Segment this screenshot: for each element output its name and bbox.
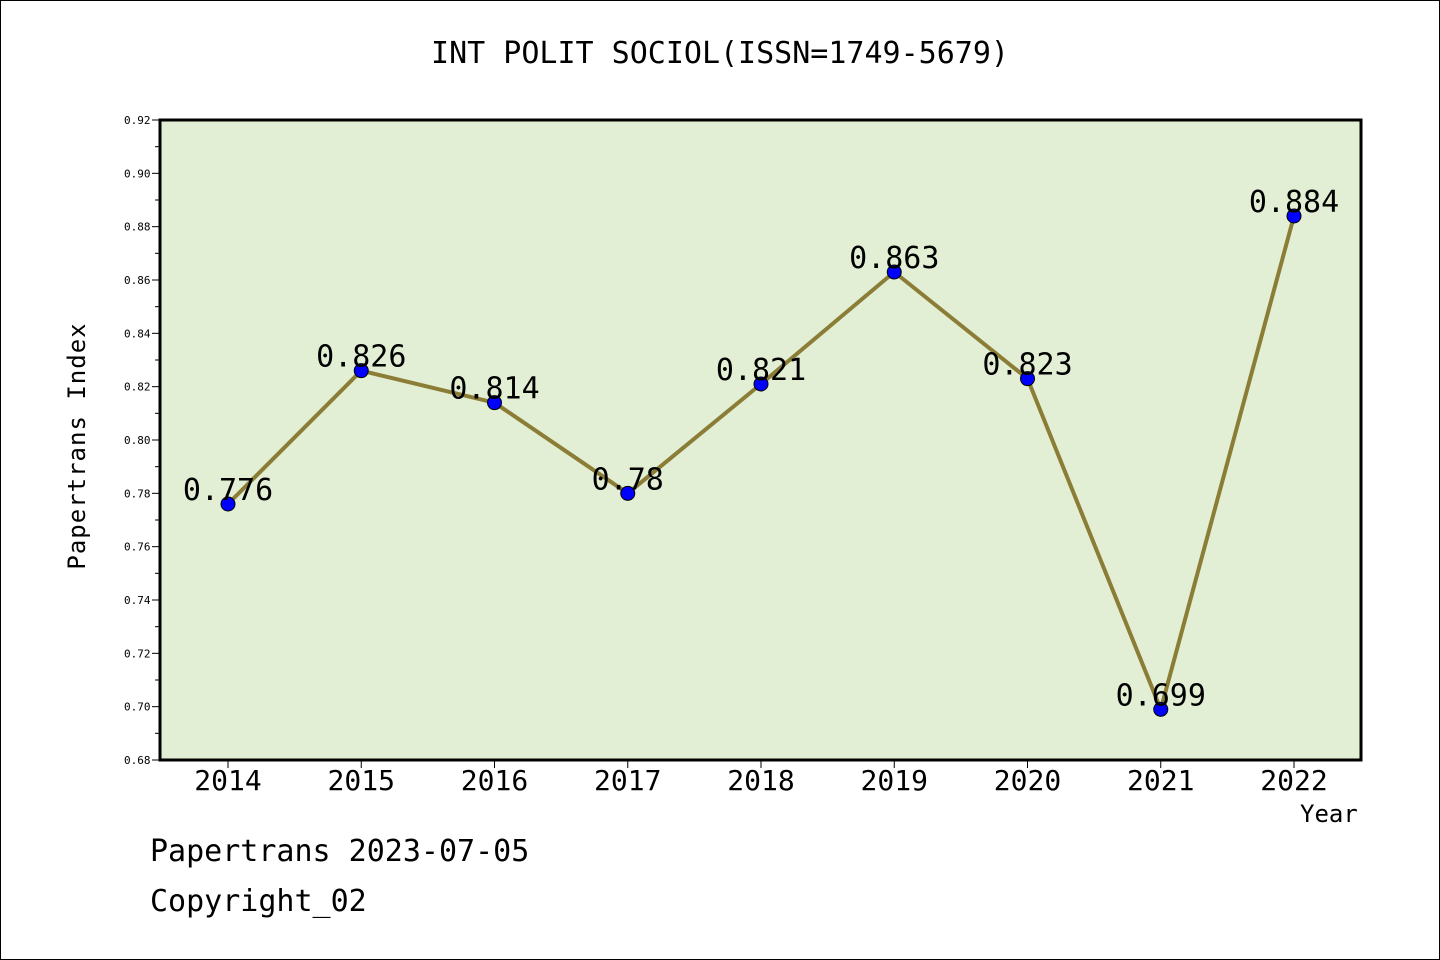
- data-label: 0.814: [449, 372, 539, 407]
- chart-title: INT POLIT SOCIOL(ISSN=1749-5679): [431, 36, 1009, 71]
- y-tick-label: 0.88: [124, 221, 151, 234]
- y-tick-label: 0.82: [124, 381, 151, 394]
- y-tick-label: 0.76: [124, 541, 151, 554]
- x-tick-label: 2017: [594, 764, 661, 797]
- y-axis-label: Papertrans Index: [63, 322, 91, 570]
- y-tick-label: 0.70: [124, 701, 151, 714]
- y-tick-label: 0.80: [124, 434, 151, 447]
- data-point: [1020, 371, 1035, 387]
- x-tick-label: 2020: [994, 764, 1061, 797]
- y-tick-label: 0.86: [124, 274, 151, 287]
- y-tick-label: 0.92: [124, 114, 151, 127]
- data-point: [353, 363, 369, 379]
- data-label: 0.78: [592, 462, 664, 497]
- x-tick-label: 2014: [194, 764, 261, 797]
- data-point: [886, 264, 902, 280]
- plot-border: [158, 118, 1363, 762]
- x-tick-label: 2018: [727, 764, 794, 797]
- data-point: [220, 496, 236, 512]
- data-point: [1286, 208, 1302, 224]
- plot-area: [160, 120, 1361, 760]
- data-label: 0.884: [1249, 185, 1339, 220]
- x-tick-label: 2021: [1127, 764, 1194, 797]
- y-tick-label: 0.90: [124, 167, 151, 180]
- data-label: 0.821: [716, 353, 806, 388]
- footer-copyright: Copyright_02: [150, 884, 367, 919]
- data-point: [620, 485, 636, 501]
- x-tick-label: 2019: [861, 764, 928, 797]
- y-tick-label: 0.74: [124, 594, 151, 607]
- data-point: [1153, 701, 1169, 717]
- data-label: 0.776: [183, 473, 273, 508]
- y-tick-label: 0.84: [124, 327, 151, 340]
- data-point: [753, 376, 769, 392]
- y-tick-label: 0.72: [124, 647, 151, 660]
- y-tick-label: 0.68: [124, 754, 151, 767]
- footer-date: Papertrans 2023-07-05: [150, 834, 530, 869]
- x-axis-label: Year: [1300, 800, 1358, 828]
- x-tick-label: 2015: [328, 764, 395, 797]
- y-tick-label: 0.78: [124, 487, 151, 500]
- data-label: 0.823: [982, 348, 1072, 383]
- data-label: 0.826: [316, 340, 406, 375]
- data-point: [487, 395, 502, 411]
- data-label: 0.699: [1116, 678, 1206, 713]
- data-label: 0.863: [849, 241, 939, 276]
- x-tick-label: 2016: [461, 764, 528, 797]
- x-tick-label: 2022: [1260, 764, 1327, 797]
